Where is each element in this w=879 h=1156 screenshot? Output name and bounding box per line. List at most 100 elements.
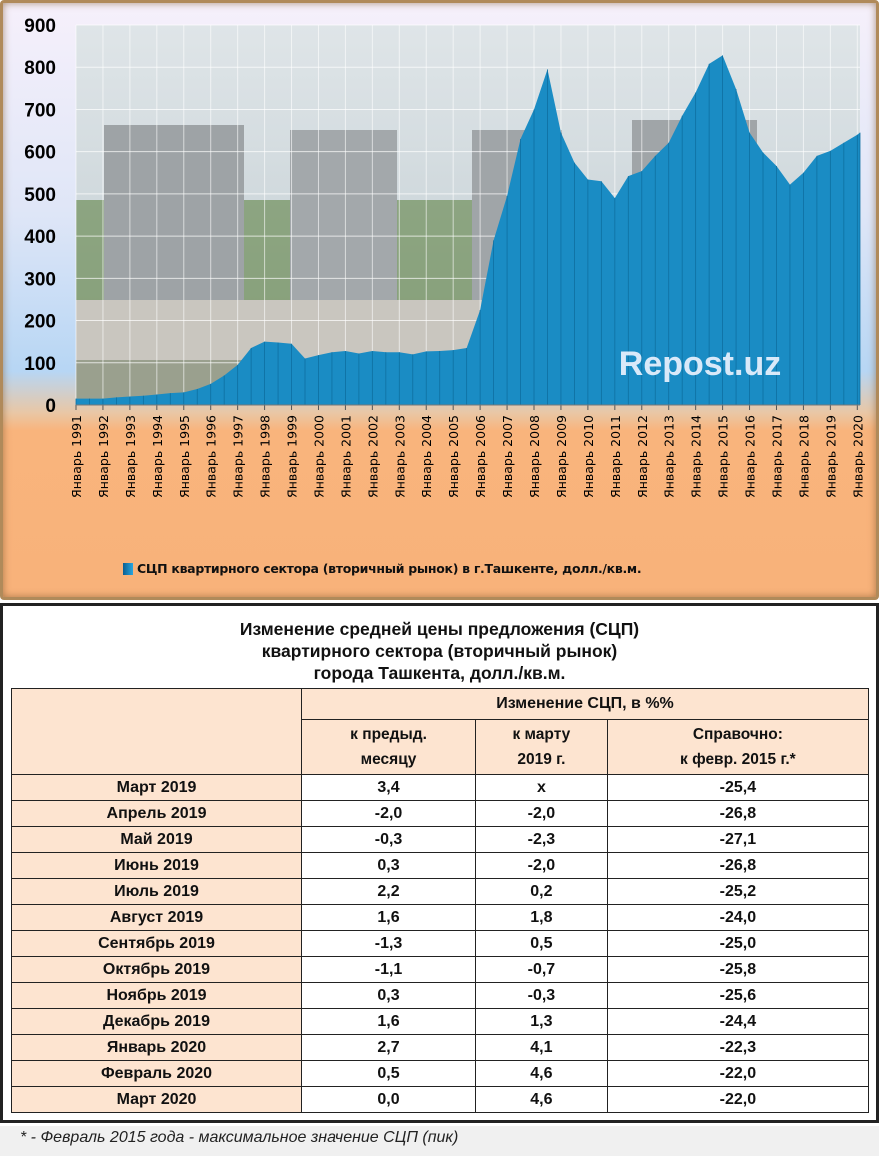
table-row: Декабрь 2019 1,6 1,3 -24,4: [11, 1008, 870, 1035]
value-cell: -0,7: [475, 956, 608, 983]
x-tick-label: Январь 2016: [743, 415, 758, 498]
x-tick-label: Январь 2004: [419, 415, 434, 498]
x-tick-label: Январь 1998: [258, 415, 273, 498]
row-label: Август 2019: [11, 904, 302, 931]
value-cell: -26,8: [606, 852, 870, 879]
table-row: Август 2019 1,6 1,8 -24,0: [11, 904, 870, 931]
group-header: Изменение СЦП, в %%: [301, 688, 869, 720]
row-label: Апрель 2019: [11, 800, 302, 827]
row-label: Февраль 2020: [11, 1060, 302, 1087]
legend-label: СЦП квартирного сектора (вторичный рынок…: [137, 561, 642, 576]
x-tick-label: Январь 1995: [177, 415, 192, 498]
value-cell: -24,0: [606, 904, 870, 931]
value-cell: -22,3: [606, 1034, 870, 1061]
table-row: Май 2019 -0,3 -2,3 -27,1: [11, 826, 870, 853]
x-tick-label: Январь 2014: [689, 415, 704, 498]
x-tick-label: Январь 2010: [581, 415, 596, 498]
y-tick-label: 500: [24, 185, 56, 206]
legend-swatch: [123, 562, 133, 575]
value-cell: 0,2: [475, 878, 608, 905]
table-row: Сентябрь 2019 -1,3 0,5 -25,0: [11, 930, 870, 957]
x-tick-label: Январь 2018: [796, 415, 811, 498]
table-row: Февраль 2020 0,5 4,6 -22,0: [11, 1060, 870, 1087]
value-cell: 4,6: [475, 1086, 608, 1113]
x-tick-label: Январь 1994: [150, 415, 165, 498]
value-cell: 0,3: [300, 852, 477, 879]
y-tick-label: 300: [24, 269, 56, 290]
value-cell: 1,6: [300, 1008, 477, 1035]
row-label: Май 2019: [11, 826, 302, 853]
column-header: к предыд. месяцу: [300, 719, 477, 775]
value-cell: -24,4: [606, 1008, 870, 1035]
x-tick-label: Январь 2009: [554, 415, 569, 498]
table-title: Изменение средней цены предложения (СЦП)…: [3, 618, 876, 684]
value-cell: 3,4: [300, 774, 477, 801]
x-tick-label: Январь 1993: [123, 415, 138, 498]
x-tick-label: Январь 1992: [96, 415, 111, 498]
title-line: Изменение средней цены предложения (СЦП): [239, 619, 640, 639]
table-row: Ноябрь 2019 0,3 -0,3 -25,6: [11, 982, 870, 1009]
x-tick-label: Январь 2011: [608, 415, 623, 498]
row-label: Январь 2020: [11, 1034, 302, 1061]
table-row: Март 2020 0,0 4,6 -22,0: [11, 1086, 870, 1113]
value-cell: 1,8: [475, 904, 608, 931]
value-cell: 0,3: [300, 982, 477, 1009]
row-label: Июль 2019: [11, 878, 302, 905]
header-row: Изменение СЦП, в %%: [11, 688, 869, 775]
watermark: Repost.uz: [619, 345, 781, 383]
title-line: квартирного сектора (вторичный рынок): [261, 641, 618, 661]
x-tick-label: Январь 2017: [769, 415, 784, 498]
table-row: Март 2019 3,4 х -25,4: [11, 774, 870, 801]
y-tick-label: 900: [24, 16, 56, 37]
x-tick-label: Январь 2012: [635, 415, 650, 498]
table-row: Апрель 2019 -2,0 -2,0 -26,8: [11, 800, 870, 827]
title-line: города Ташкента, долл./кв.м.: [313, 663, 566, 683]
x-tick-label: Январь 2002: [365, 415, 380, 498]
x-tick-label: Январь 1999: [285, 415, 300, 498]
value-cell: х: [475, 774, 608, 801]
table-row: Июль 2019 2,2 0,2 -25,2: [11, 878, 870, 905]
y-tick-label: 200: [24, 312, 56, 333]
x-tick-label: Январь 2001: [338, 415, 353, 498]
x-tick-label: Январь 1991: [69, 415, 84, 498]
x-tick-label: Январь 2007: [500, 415, 515, 498]
value-cell: 4,6: [475, 1060, 608, 1087]
subheader-row: к предыд. месяцу к марту 2019 г. Справочно…: [12, 719, 870, 775]
value-cell: -2,3: [475, 826, 608, 853]
price-change-table-panel: Изменение средней цены предложения (СЦП)…: [0, 603, 879, 1123]
value-cell: 1,6: [300, 904, 477, 931]
x-tick-label: Январь 2020: [850, 415, 865, 498]
chart-legend: СЦП квартирного сектора (вторичный рынок…: [123, 561, 642, 576]
x-tick-label: Январь 2019: [823, 415, 838, 498]
x-tick-label: Январь 2000: [311, 415, 326, 498]
value-cell: 2,7: [300, 1034, 477, 1061]
value-cell: 0,5: [475, 930, 608, 957]
y-tick-label: 400: [24, 227, 56, 248]
value-cell: -0,3: [300, 826, 477, 853]
y-tick-label: 800: [24, 58, 56, 79]
x-tick-label: Январь 2008: [527, 415, 542, 498]
x-tick-label: Январь 2013: [662, 415, 677, 498]
x-tick-label: Январь 2015: [716, 415, 731, 498]
corner-cell: [11, 688, 302, 775]
price-change-table: Изменение СЦП, в %% к предыд. месяцу к ма…: [11, 688, 870, 1113]
value-cell: -26,8: [606, 800, 870, 827]
value-cell: -1,1: [300, 956, 477, 983]
value-cell: -0,3: [475, 982, 608, 1009]
value-cell: -25,0: [606, 930, 870, 957]
row-label: Июнь 2019: [11, 852, 302, 879]
table-row: Июнь 2019 0,3 -2,0 -26,8: [11, 852, 870, 879]
column-header: к марту 2019 г.: [475, 719, 608, 775]
value-cell: -2,0: [300, 800, 477, 827]
value-cell: -25,4: [606, 774, 870, 801]
area-chart: Repost.uz 0 100 200 300 400 500 600 700 800 900 Я…: [24, 16, 865, 498]
value-cell: -1,3: [300, 930, 477, 957]
value-cell: -25,6: [606, 982, 870, 1009]
area-series: [76, 55, 860, 406]
row-label: Март 2020: [11, 1086, 302, 1113]
value-cell: -2,0: [475, 852, 608, 879]
row-label: Ноябрь 2019: [11, 982, 302, 1009]
x-tick-label: Январь 2006: [473, 415, 488, 498]
y-tick-label: 100: [24, 354, 56, 375]
value-cell: -25,8: [606, 956, 870, 983]
